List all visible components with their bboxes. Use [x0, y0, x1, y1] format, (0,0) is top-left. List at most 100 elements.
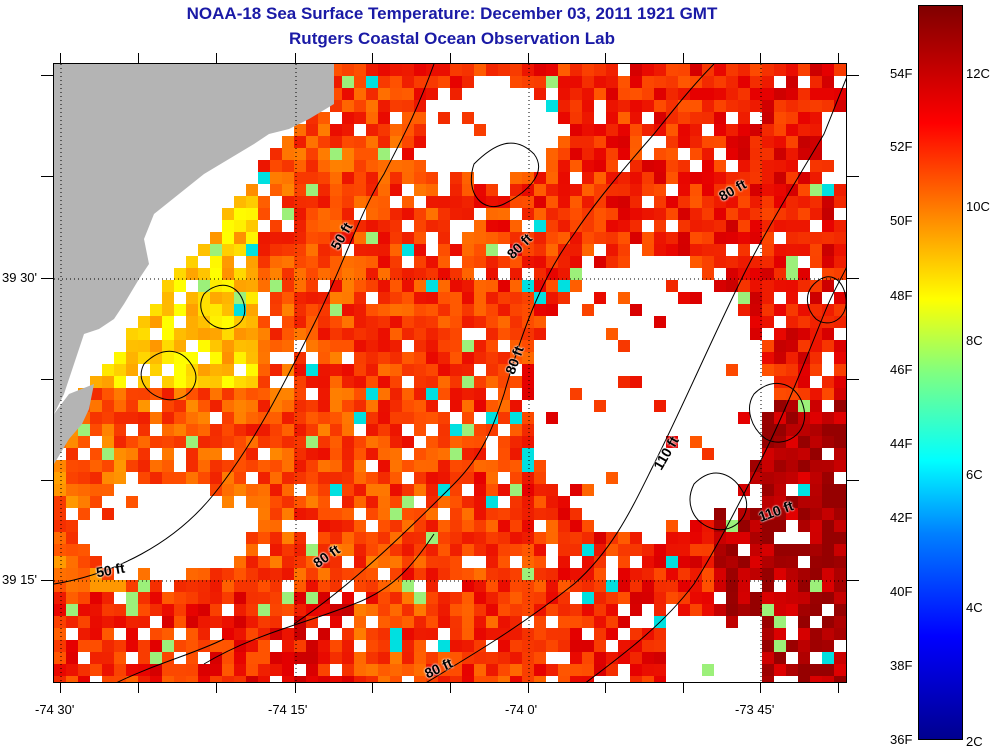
sst-pixel — [498, 460, 510, 472]
sst-pixel — [630, 172, 642, 184]
sst-pixel — [426, 520, 438, 532]
colorbar-label-54f: 54F — [890, 66, 913, 81]
sst-pixel — [354, 388, 366, 400]
sst-pixel — [762, 616, 774, 628]
sst-pixel — [390, 340, 402, 352]
sst-pixel — [390, 460, 402, 472]
sst-pixel — [546, 628, 558, 640]
sst-pixel — [846, 484, 847, 496]
colorbar-label-46f: 46F — [890, 362, 913, 377]
sst-pixel — [786, 508, 798, 520]
sst-pixel — [198, 412, 210, 424]
sst-pixel — [54, 616, 66, 628]
sst-pixel — [318, 112, 330, 124]
sst-pixel — [474, 424, 486, 436]
sst-pixel — [750, 592, 762, 604]
sst-pixel — [534, 580, 546, 592]
sst-pixel — [282, 532, 294, 544]
sst-pixel — [390, 172, 402, 184]
sst-pixel — [114, 388, 126, 400]
sst-pixel — [558, 616, 570, 628]
sst-pixel — [786, 76, 798, 88]
sst-pixel — [738, 136, 750, 148]
sst-pixel — [450, 568, 462, 580]
sst-pixel — [846, 496, 847, 508]
sst-pixel — [126, 628, 138, 640]
sst-pixel — [510, 496, 522, 508]
sst-pixel — [510, 448, 522, 460]
sst-pixel — [162, 460, 174, 472]
sst-pixel — [606, 244, 618, 256]
sst-pixel — [582, 304, 594, 316]
sst-pixel — [282, 232, 294, 244]
sst-pixel — [306, 136, 318, 148]
sst-pixel — [414, 424, 426, 436]
sst-pixel — [246, 460, 258, 472]
sst-pixel — [462, 532, 474, 544]
sst-pixel — [330, 460, 342, 472]
sst-pixel — [438, 196, 450, 208]
sst-pixel — [450, 472, 462, 484]
sst-pixel — [318, 232, 330, 244]
sst-pixel — [774, 244, 786, 256]
sst-pixel — [810, 292, 822, 304]
sst-pixel — [474, 388, 486, 400]
sst-pixel — [378, 88, 390, 100]
sst-pixel — [846, 316, 847, 328]
sst-pixel — [378, 256, 390, 268]
sst-pixel — [450, 244, 462, 256]
sst-pixel — [846, 580, 847, 592]
sst-pixel — [222, 208, 234, 220]
sst-pixel — [606, 580, 618, 592]
sst-pixel — [78, 544, 90, 556]
sst-pixel — [78, 436, 90, 448]
sst-pixel — [486, 568, 498, 580]
sst-pixel — [822, 100, 834, 112]
sst-pixel — [810, 232, 822, 244]
sst-pixel — [294, 472, 306, 484]
sst-pixel — [426, 208, 438, 220]
sst-pixel — [474, 340, 486, 352]
sst-pixel — [474, 580, 486, 592]
sst-pixel — [402, 520, 414, 532]
sst-pixel — [546, 232, 558, 244]
sst-pixel — [810, 388, 822, 400]
sst-pixel — [546, 64, 558, 76]
sst-pixel — [258, 316, 270, 328]
sst-pixel — [738, 604, 750, 616]
sst-pixel — [330, 196, 342, 208]
sst-pixel — [234, 244, 246, 256]
sst-pixel — [402, 580, 414, 592]
sst-pixel — [594, 400, 606, 412]
sst-pixel — [438, 556, 450, 568]
sst-pixel — [570, 484, 582, 496]
sst-pixel — [318, 664, 330, 676]
sst-pixel — [810, 460, 822, 472]
sst-pixel — [174, 424, 186, 436]
sst-pixel — [282, 244, 294, 256]
sst-pixel — [510, 640, 522, 652]
sst-pixel — [486, 304, 498, 316]
sst-pixel — [726, 604, 738, 616]
sst-pixel — [318, 136, 330, 148]
sst-pixel — [366, 364, 378, 376]
sst-pixel — [438, 652, 450, 664]
sst-pixel — [222, 400, 234, 412]
sst-pixel — [366, 352, 378, 364]
sst-pixel — [438, 292, 450, 304]
sst-pixel — [402, 280, 414, 292]
sst-pixel — [618, 292, 630, 304]
sst-pixel — [582, 124, 594, 136]
sst-pixel — [294, 232, 306, 244]
sst-pixel — [378, 352, 390, 364]
sst-pixel — [186, 616, 198, 628]
sst-pixel — [570, 208, 582, 220]
sst-pixel — [594, 640, 606, 652]
sst-pixel — [846, 520, 847, 532]
sst-pixel — [522, 280, 534, 292]
sst-pixel — [222, 580, 234, 592]
sst-pixel — [678, 580, 690, 592]
sst-pixel — [738, 124, 750, 136]
sst-pixel — [162, 352, 174, 364]
sst-pixel — [450, 280, 462, 292]
